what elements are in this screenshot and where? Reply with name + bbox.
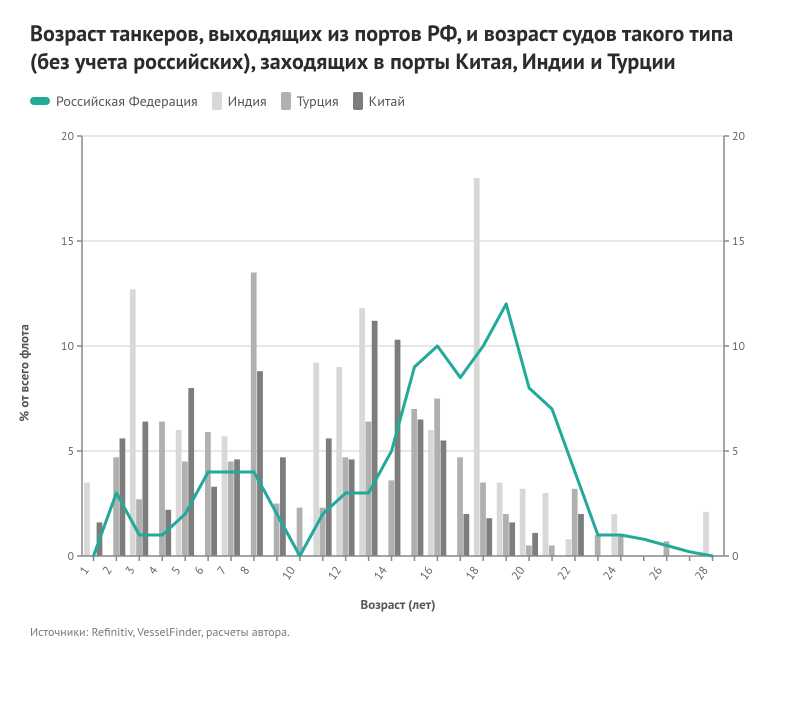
bar-india xyxy=(84,483,90,557)
bar-turkey xyxy=(549,546,555,557)
source-text: Источники: Refinitiv, VesselFinder, расч… xyxy=(30,625,766,640)
bar-turkey xyxy=(343,458,349,557)
xtick-label: 1 xyxy=(77,564,93,578)
svg-text:20: 20 xyxy=(732,129,746,144)
bar-china xyxy=(486,519,492,557)
bar-china xyxy=(211,487,217,556)
bar-india xyxy=(543,493,549,556)
bar-china xyxy=(326,439,332,557)
bar-india xyxy=(222,437,228,557)
svg-text:10: 10 xyxy=(732,339,746,354)
legend-swatch-turkey xyxy=(281,92,291,110)
bar-turkey xyxy=(457,458,463,557)
legend-label-china: Китай xyxy=(369,92,405,110)
xtick-label: 3 xyxy=(123,564,139,578)
bar-turkey xyxy=(388,481,394,557)
chart-area: % от всего флота 00551010151520201234567… xyxy=(30,128,766,618)
xtick-label: 10 xyxy=(279,564,299,584)
svg-text:15: 15 xyxy=(732,234,745,249)
bar-india xyxy=(703,512,709,556)
legend-item-turkey: Турция xyxy=(281,92,339,110)
bar-turkey xyxy=(595,535,601,556)
xtick-label: 20 xyxy=(509,564,529,584)
bar-india xyxy=(428,430,434,556)
bar-china xyxy=(234,460,240,557)
legend-item-russia: Российская Федерация xyxy=(30,92,198,110)
bar-china xyxy=(418,420,424,557)
legend-item-india: Индия xyxy=(212,92,267,110)
svg-text:10: 10 xyxy=(61,339,75,354)
xtick-label: 18 xyxy=(463,564,483,583)
legend: Российская Федерация Индия Турция Китай xyxy=(30,92,766,110)
bar-turkey xyxy=(205,432,211,556)
bar-china xyxy=(532,533,538,556)
bar-china xyxy=(349,460,355,557)
xtick-label: 12 xyxy=(325,564,345,583)
xtick-label: 7 xyxy=(214,564,230,578)
legend-label-turkey: Турция xyxy=(297,92,339,110)
xtick-label: 6 xyxy=(191,564,207,578)
xtick-label: 4 xyxy=(145,564,161,578)
xtick-label: 5 xyxy=(168,564,184,578)
svg-text:15: 15 xyxy=(61,234,74,249)
bar-turkey xyxy=(113,458,119,557)
legend-swatch-india xyxy=(212,92,222,110)
y-axis-label: % от всего флота xyxy=(16,325,33,423)
bar-turkey xyxy=(503,514,509,556)
chart-svg: 0055101015152020123456781012141618202224… xyxy=(30,128,766,618)
bar-turkey xyxy=(228,462,234,557)
legend-swatch-china xyxy=(353,92,363,110)
bar-india xyxy=(497,483,503,557)
svg-text:0: 0 xyxy=(732,549,739,564)
legend-label-india: Индия xyxy=(228,92,267,110)
chart-title: Возраст танкеров, выходящих из портов РФ… xyxy=(30,20,766,76)
bar-china xyxy=(372,321,378,556)
bar-india xyxy=(520,489,526,556)
bar-turkey xyxy=(251,273,257,557)
xtick-label: 14 xyxy=(371,564,391,584)
bar-china xyxy=(441,441,447,557)
bar-china xyxy=(120,439,126,557)
bar-china xyxy=(280,458,286,557)
xtick-label: 28 xyxy=(692,564,712,583)
bar-china xyxy=(257,372,263,557)
bar-china xyxy=(188,388,194,556)
bar-turkey xyxy=(411,409,417,556)
bar-india xyxy=(474,178,480,556)
xtick-label: 16 xyxy=(417,564,437,583)
bar-china xyxy=(463,514,469,556)
bar-china xyxy=(578,514,584,556)
bar-india xyxy=(336,367,342,556)
legend-swatch-russia xyxy=(30,97,50,105)
bar-india xyxy=(176,430,182,556)
xtick-label: 8 xyxy=(237,564,253,578)
svg-text:0: 0 xyxy=(67,549,74,564)
legend-item-china: Китай xyxy=(353,92,405,110)
xtick-label: 24 xyxy=(600,564,620,584)
xtick-label: 2 xyxy=(100,564,116,578)
bar-turkey xyxy=(136,500,142,557)
legend-label-russia: Российская Федерация xyxy=(56,92,198,110)
bar-turkey xyxy=(526,546,532,557)
bar-india xyxy=(130,290,136,557)
svg-text:5: 5 xyxy=(67,444,74,459)
bar-turkey xyxy=(434,399,440,557)
svg-text:20: 20 xyxy=(61,129,75,144)
xtick-label: 26 xyxy=(646,564,666,583)
svg-text:5: 5 xyxy=(732,444,739,459)
bar-india xyxy=(566,540,572,557)
bar-china xyxy=(509,523,515,557)
bar-turkey xyxy=(480,483,486,557)
bar-india xyxy=(359,309,365,557)
bar-turkey xyxy=(618,535,624,556)
bar-turkey xyxy=(572,489,578,556)
bar-china xyxy=(395,340,401,556)
xtick-label: 22 xyxy=(554,564,574,583)
